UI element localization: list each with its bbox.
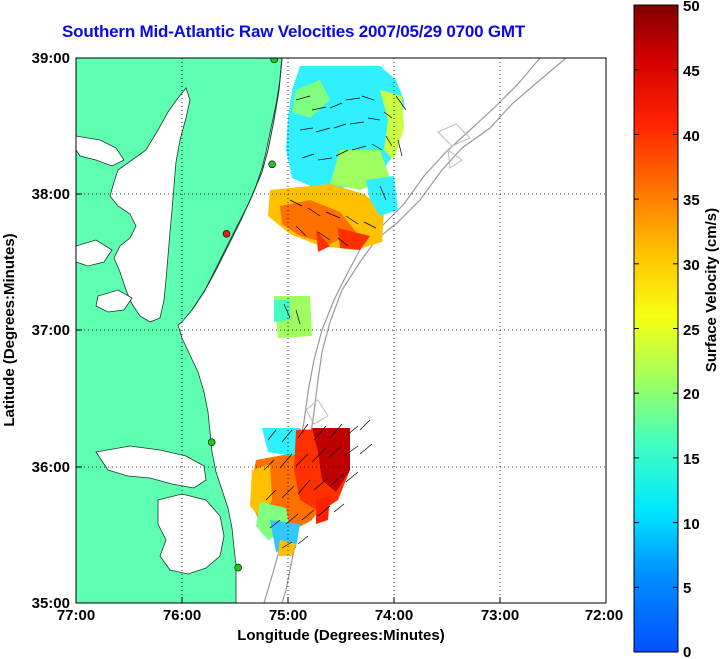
y-tick-label: 38:00 xyxy=(32,186,70,203)
map-title: Southern Mid-Atlantic Raw Velocities 200… xyxy=(62,22,526,41)
colorbar-tick-label: 25 xyxy=(683,322,700,339)
y-tick-label: 37:00 xyxy=(32,322,70,339)
bay-inlet-2 xyxy=(76,239,113,267)
colorbar xyxy=(633,4,679,653)
station-marker xyxy=(270,58,279,64)
colorbar-tick-label: 30 xyxy=(683,257,700,274)
station-markers xyxy=(207,58,279,572)
station-marker xyxy=(234,563,242,572)
colorbar-tick-label: 5 xyxy=(683,580,691,597)
colorbar-tick-label: 20 xyxy=(683,386,700,403)
y-tick-label: 36:00 xyxy=(32,459,70,476)
colorbar-tick-label: 10 xyxy=(683,516,700,533)
colorbar-label: Surface Velocity (cm/s) xyxy=(703,208,720,372)
delmarva-coast xyxy=(191,58,283,311)
velocity-field-north xyxy=(268,66,407,338)
station-marker xyxy=(222,229,231,238)
bay-inlet-1 xyxy=(76,135,125,167)
station-marker xyxy=(207,438,216,447)
pamlico-sound xyxy=(157,493,225,575)
y-tick-label: 39:00 xyxy=(32,50,70,67)
y-axis-label: Latitude (Degrees:Minutes) xyxy=(1,233,18,426)
colorbar-tick-label: 15 xyxy=(683,451,700,468)
axis-ticks xyxy=(75,57,607,604)
velocity-field-south xyxy=(250,419,373,556)
x-tick-label: 73:00 xyxy=(481,607,519,624)
x-tick-label: 76:00 xyxy=(163,607,201,624)
colorbar-tick-label: 40 xyxy=(683,128,700,145)
x-tick-label: 74:00 xyxy=(375,607,413,624)
x-tick-label: 75:00 xyxy=(269,607,307,624)
colorbar-tick-labels: 50 45 40 35 30 25 20 15 10 5 0 xyxy=(683,0,700,659)
bay-inlet-3 xyxy=(95,289,133,313)
y-tick-label: 35:00 xyxy=(32,595,70,612)
map-grid xyxy=(76,58,606,603)
station-marker xyxy=(268,160,276,169)
colorbar-tick-label: 35 xyxy=(683,192,700,209)
chesapeake-bay xyxy=(109,87,191,323)
colorbar-tick-label: 50 xyxy=(683,0,700,15)
albemarle-sound xyxy=(95,445,207,489)
x-tick-labels: 77:00 76:00 75:00 74:00 73:00 72:00 xyxy=(57,607,623,624)
colorbar-ticks xyxy=(634,4,678,653)
x-tick-label: 77:00 xyxy=(57,607,95,624)
bathymetry-contour-3 xyxy=(305,123,471,425)
colorbar-tick-label: 0 xyxy=(683,644,691,659)
colorbar-tick-label: 45 xyxy=(683,63,700,80)
y-tick-labels: 39:00 38:00 37:00 36:00 35:00 xyxy=(32,50,70,612)
x-axis-label: Longitude (Degrees:Minutes) xyxy=(237,627,445,644)
x-tick-label: 72:00 xyxy=(585,607,623,624)
